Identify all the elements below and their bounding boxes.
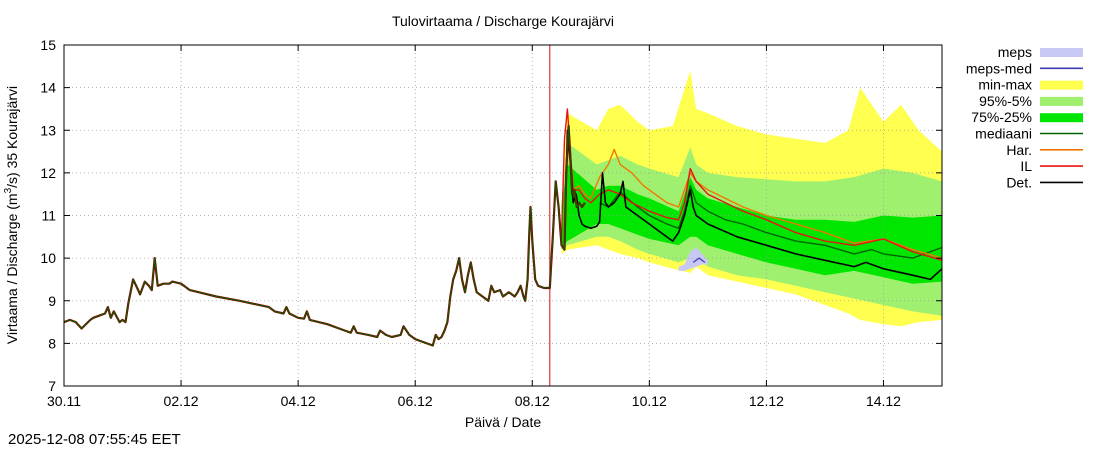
p75-25-band: [561, 164, 942, 284]
x-tick-label: 08.12: [515, 393, 550, 409]
il-line: [560, 108, 943, 261]
y-tick-label: 13: [40, 122, 56, 138]
y-tick-label: 15: [40, 37, 56, 53]
x-tick-label: 12.12: [749, 393, 784, 409]
legend-swatch-meps: [1040, 48, 1083, 57]
meps-band: [678, 247, 708, 271]
y-axis-ticks: 7 8 9 10 11 12 13 14 15: [40, 37, 942, 394]
x-axis-ticks: 30.11 02.12 04.12 06.12 08.12 10.12 12.12 14.12: [47, 45, 901, 409]
legend-label-har: Har.: [1006, 142, 1032, 158]
har-line: [563, 138, 943, 259]
x-tick-label: 06.12: [398, 393, 433, 409]
observed-det-line: [63, 125, 586, 346]
y-axis-label-prefix: Virtaama / Discharge (m: [4, 193, 20, 344]
x-tick-label: 14.12: [866, 393, 901, 409]
x-tick-label: 30.11: [47, 393, 81, 409]
legend-label-det: Det.: [1006, 174, 1032, 190]
y-tick-label: 11: [41, 208, 56, 224]
timestamp: 2025-12-08 07:55:45 EET: [8, 431, 181, 448]
y-axis-label: Virtaama / Discharge (m3/s) 35 Kourajärv…: [3, 86, 20, 344]
legend-label-median: mediaani: [975, 126, 1032, 142]
grid-lines: [64, 45, 942, 386]
chart-title: Tulovirtaama / Discharge Kourajärvi: [392, 13, 614, 29]
legend-swatch-minmax: [1040, 80, 1083, 90]
legend-label-il: IL: [1020, 158, 1032, 174]
observed-il-line: [63, 124, 586, 347]
legend: mepsmeps-medmin-max95%-5%75%-25%mediaani…: [966, 44, 1083, 190]
legend-label-minmax: min-max: [978, 77, 1032, 93]
y-tick-label: 9: [48, 293, 56, 309]
x-tick-label: 10.12: [632, 393, 667, 409]
forecast-bands: [561, 70, 942, 327]
x-tick-label: 02.12: [164, 393, 199, 409]
legend-label-meps_med: meps-med: [966, 60, 1032, 76]
median-line: [599, 185, 943, 259]
y-axis-label-superscript: 3: [3, 187, 14, 193]
legend-label-p95_5: 95%-5%: [979, 93, 1032, 109]
y-tick-label: 12: [40, 165, 56, 181]
legend-label-meps: meps: [998, 44, 1032, 60]
series-lines: [63, 45, 943, 386]
x-axis-label: Päivä / Date: [465, 414, 541, 430]
legend-swatch-p75_25: [1040, 113, 1083, 123]
y-tick-label: 10: [40, 250, 56, 266]
y-tick-label: 8: [48, 335, 56, 351]
y-tick-label: 14: [40, 80, 56, 96]
meps-med-line: [692, 257, 706, 263]
x-tick-label: 04.12: [281, 393, 316, 409]
y-tick-label: 7: [48, 378, 56, 394]
legend-swatch-p95_5: [1040, 96, 1083, 106]
y-axis-label-suffix: /s) 35 Kourajärvi: [4, 86, 20, 188]
det-forecast-line: [563, 129, 943, 281]
legend-label-p75_25: 75%-25%: [971, 109, 1032, 125]
